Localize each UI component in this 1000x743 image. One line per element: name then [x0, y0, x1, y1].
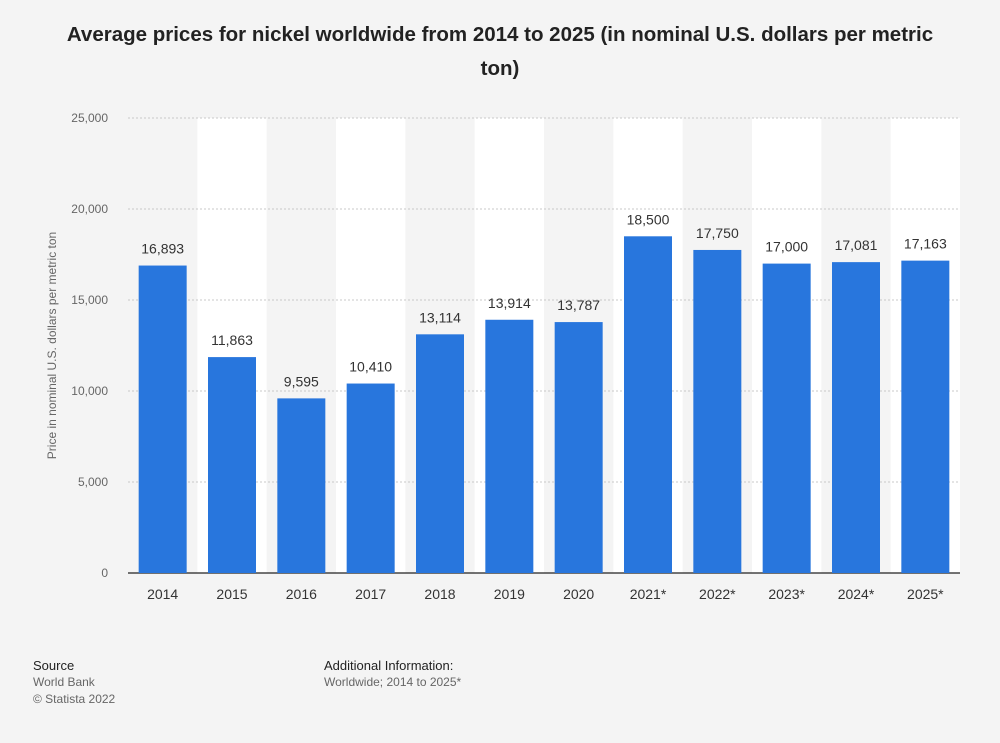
- bar-value-label: 13,787: [557, 297, 600, 313]
- bar: [277, 398, 326, 573]
- x-tick-label: 2025*: [907, 586, 944, 602]
- y-tick-label: 20,000: [71, 202, 108, 216]
- bar-value-label: 11,863: [211, 332, 253, 348]
- bar: [138, 265, 187, 573]
- x-tick-label: 2024*: [838, 586, 875, 602]
- x-tick-label: 2014: [147, 586, 178, 602]
- bar-value-label: 13,914: [488, 295, 531, 311]
- bar-value-label: 17,163: [904, 236, 947, 252]
- x-tick-label: 2017: [355, 586, 386, 602]
- y-tick-label: 15,000: [71, 293, 108, 307]
- additional-info-text: Worldwide; 2014 to 2025*: [324, 675, 462, 689]
- x-tick-label: 2015: [216, 586, 247, 602]
- x-tick-label: 2020: [563, 586, 594, 602]
- bar-value-label: 17,000: [765, 239, 808, 255]
- y-axis-title: Price in nominal U.S. dollars per metric…: [45, 232, 59, 459]
- bar-value-label: 17,081: [835, 237, 878, 253]
- bar: [832, 262, 880, 573]
- y-tick-label: 25,000: [71, 111, 108, 125]
- bar: [901, 260, 950, 573]
- bar: [208, 357, 256, 573]
- bar-value-label: 10,410: [349, 359, 392, 375]
- y-tick-label: 5,000: [78, 475, 108, 489]
- bar-value-label: 16,893: [141, 241, 184, 257]
- bar: [762, 263, 811, 573]
- bar: [624, 236, 672, 574]
- bar: [693, 249, 742, 573]
- bar: [346, 383, 395, 573]
- bar-value-label: 13,114: [419, 309, 461, 325]
- source-copyright: © Statista 2022: [33, 692, 116, 706]
- x-tick-label: 2019: [494, 586, 525, 602]
- x-tick-label: 2021*: [630, 586, 667, 602]
- chart-title: Average prices for nickel worldwide from…: [66, 23, 934, 80]
- x-tick-label: 2018: [424, 586, 455, 602]
- x-tick-label: 2016: [286, 586, 317, 602]
- y-tick-label: 0: [101, 566, 108, 580]
- bar: [416, 334, 464, 573]
- bar: [554, 322, 603, 573]
- bar-value-label: 17,750: [696, 225, 739, 241]
- additional-info-label: Additional Information:: [324, 658, 454, 673]
- bar-value-label: 9,595: [284, 373, 319, 389]
- source-label: Source: [33, 658, 75, 673]
- bar: [485, 319, 534, 573]
- bar-value-label: 18,500: [627, 211, 670, 227]
- x-tick-label: 2023*: [768, 586, 805, 602]
- x-tick-label: 2022*: [699, 586, 736, 602]
- y-tick-label: 10,000: [71, 384, 108, 398]
- source-publisher: World Bank: [33, 675, 95, 689]
